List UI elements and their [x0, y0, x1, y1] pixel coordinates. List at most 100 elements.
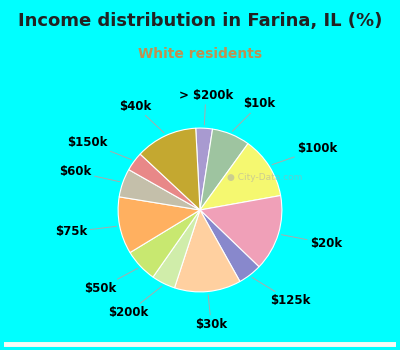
Bar	[4, 344, 396, 346]
Bar	[4, 343, 396, 345]
Bar	[4, 343, 396, 345]
Bar	[4, 344, 396, 346]
Bar	[4, 344, 396, 346]
Bar	[4, 343, 396, 345]
Bar	[4, 343, 396, 345]
Wedge shape	[129, 154, 200, 210]
Bar	[4, 344, 396, 345]
Bar	[4, 345, 396, 346]
Bar	[4, 344, 396, 346]
Bar	[4, 343, 396, 345]
Wedge shape	[140, 128, 200, 210]
Text: $40k: $40k	[119, 99, 164, 133]
Bar	[4, 344, 396, 345]
Bar	[4, 344, 396, 346]
Bar	[4, 344, 396, 345]
Bar	[4, 344, 396, 345]
Bar	[4, 344, 396, 346]
Bar	[4, 344, 396, 345]
Bar	[4, 343, 396, 345]
Bar	[4, 345, 396, 346]
Bar	[4, 343, 396, 345]
Bar	[4, 344, 396, 346]
Bar	[4, 343, 396, 345]
Wedge shape	[200, 210, 259, 281]
Bar	[4, 344, 396, 346]
Bar	[4, 343, 396, 345]
Bar	[4, 344, 396, 345]
Wedge shape	[200, 196, 282, 267]
Text: $60k: $60k	[60, 166, 120, 182]
Bar	[4, 343, 396, 345]
Bar	[4, 344, 396, 345]
Bar	[4, 343, 396, 345]
Bar	[4, 343, 396, 345]
Bar	[4, 344, 396, 346]
Bar	[4, 343, 396, 345]
Wedge shape	[200, 144, 281, 210]
Bar	[4, 345, 396, 346]
Bar	[4, 343, 396, 345]
Bar	[4, 345, 396, 346]
Bar	[4, 344, 396, 346]
Bar	[4, 344, 396, 345]
Bar	[4, 343, 396, 345]
Bar	[4, 344, 396, 345]
Bar	[4, 343, 396, 345]
Bar	[4, 344, 396, 346]
Bar	[4, 343, 396, 345]
Wedge shape	[174, 210, 240, 292]
Bar	[4, 344, 396, 346]
Bar	[4, 344, 396, 346]
Bar	[4, 344, 396, 346]
Wedge shape	[119, 170, 200, 210]
Bar	[4, 344, 396, 346]
Text: $30k: $30k	[195, 295, 227, 331]
Bar	[4, 344, 396, 346]
Bar	[4, 344, 396, 346]
Bar	[4, 344, 396, 345]
Bar	[4, 344, 396, 346]
Bar	[4, 344, 396, 346]
Text: ● City-Data.com: ● City-Data.com	[227, 173, 303, 182]
Bar	[4, 343, 396, 345]
Bar	[4, 343, 396, 345]
Bar	[4, 343, 396, 345]
Text: $125k: $125k	[252, 278, 310, 307]
Bar	[4, 343, 396, 345]
Bar	[4, 343, 396, 345]
Text: $50k: $50k	[84, 268, 138, 295]
Bar	[4, 344, 396, 346]
Text: > $200k: > $200k	[179, 89, 233, 125]
Text: $200k: $200k	[108, 286, 162, 319]
Bar	[4, 344, 396, 346]
Text: $10k: $10k	[232, 97, 276, 131]
Wedge shape	[130, 210, 200, 277]
Bar	[4, 344, 396, 346]
Bar	[4, 344, 396, 346]
Bar	[4, 343, 396, 345]
Bar	[4, 344, 396, 345]
Bar	[4, 344, 396, 346]
Bar	[4, 343, 396, 345]
Bar	[4, 344, 396, 346]
Text: Income distribution in Farina, IL (%): Income distribution in Farina, IL (%)	[18, 12, 382, 30]
Bar	[4, 343, 396, 345]
Bar	[4, 344, 396, 345]
Bar	[4, 345, 396, 346]
Bar	[4, 343, 396, 345]
Bar	[4, 344, 396, 346]
Bar	[4, 343, 396, 345]
Bar	[4, 344, 396, 346]
Bar	[4, 344, 396, 345]
Bar	[4, 344, 396, 346]
Bar	[4, 343, 396, 345]
Wedge shape	[153, 210, 200, 288]
Bar	[4, 344, 396, 346]
Bar	[4, 344, 396, 346]
Bar	[4, 344, 396, 345]
Bar	[4, 345, 396, 346]
Bar	[4, 343, 396, 345]
Bar	[4, 344, 396, 346]
Wedge shape	[118, 197, 200, 253]
